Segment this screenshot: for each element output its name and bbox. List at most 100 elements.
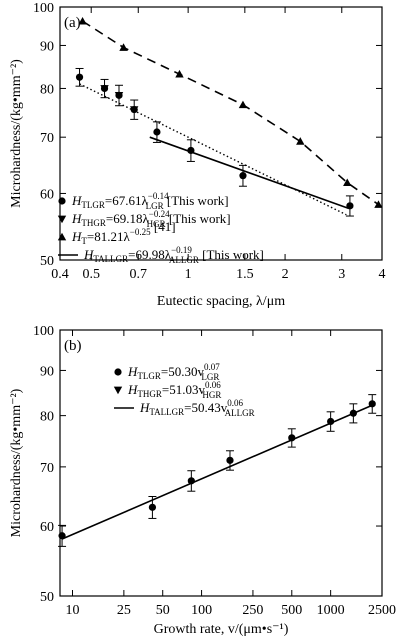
fit-line-dotted [79,83,347,216]
legend-label-sub2: ALLGR [225,408,255,418]
legend-label-main: H [127,364,138,379]
x-tick-label: 500 [281,603,302,618]
y-tick-label: 100 [33,1,54,16]
x-axis-title: Eutectic spacing, λ/μm [157,294,285,309]
x-tick-label: 3 [338,267,345,282]
panel-label: (a) [64,15,81,31]
legend-label-sub2: HGR [147,219,166,229]
x-tick-label: 250 [242,603,263,618]
legend-label-sub2: LGR [146,201,164,211]
legend-label-sub: TLGR [81,200,105,210]
x-tick-label: 1000 [317,603,345,618]
data-point-circle [239,172,247,180]
legend-label-main: H [139,400,150,415]
legend-label: HTALLGR=69.98λ−0.19 ALLGR [This work] [83,245,264,265]
data-point-triangle-down [100,85,109,93]
legend-entry: HTLGR=67.61λ−0.14 LGR [This work] [58,191,229,211]
fit-line-solid [149,136,349,210]
x-tick-label: 0.7 [130,267,148,282]
legend-label-tail: [This work] [164,193,229,208]
legend-label-sub2: LGR [201,372,219,382]
legend-marker-circle [114,368,122,376]
data-point-circle [349,409,357,417]
plot-frame [59,329,383,597]
legend-label-main: H [127,382,138,397]
legend-entry: HTHGR=69.18λ−0.24 HGR [This work] [57,209,231,229]
y-tick-label: 70 [40,131,54,146]
legend-marker-circle [58,197,66,205]
legend-label-mid: =69.18λ [106,211,150,226]
legend-label-tail: [This work] [166,211,231,226]
y-tick-label: 80 [40,82,54,97]
legend-label-sup: −0.25 [130,227,151,237]
data-point-triangle-down [130,106,139,114]
legend-label-main: H [71,229,82,244]
fit-line-solid [61,404,373,540]
legend-label-sup: 0.06 [205,380,221,390]
data-point-triangle-up [374,200,383,208]
y-tick-label: 60 [40,520,54,535]
data-point-circle [368,400,376,408]
legend-label-mid: =50.43v [184,400,228,415]
legend-label-sub: THGR [81,218,106,228]
legend-label-mid: =50.30v [161,364,205,379]
data-point-triangle-down [114,91,124,100]
legend-label-mid: =67.61λ [105,193,149,208]
legend-label: HTALLGR=50.43v0.06 ALLGR [139,398,255,418]
legend-label-sub2: ALLGR [169,255,199,265]
x-tick-label: 0.5 [82,267,100,282]
legend-label-sub: TALLGR [93,254,128,264]
y-axis-title: Microhardness/(kg•mm⁻²) [9,59,24,208]
legend-label-tail: [This work] [199,247,264,262]
y-tick-label: 90 [40,39,54,54]
data-point-triangle-up [343,178,352,187]
legend-label: HTHGR=51.03v0.06 HGR [127,380,221,400]
series-line-dashed [82,20,379,206]
x-tick-label: 10 [66,603,80,618]
x-tick-label: 2500 [368,603,396,618]
panel-label: (b) [64,338,82,354]
legend-label: HTLGR=50.30v0.07 LGR [127,362,220,382]
legend-label-main: H [83,247,94,262]
legend-label-sub: T [81,236,87,246]
y-tick-label: 60 [40,187,54,202]
legend-label-tail: [41] [151,219,176,234]
y-tick-label: 80 [40,410,54,425]
chart-panel-a: 0.4 0.5 0.7 1 1.5 2 3 4 50 60 70 80 90 100 Eutectic sp… [9,1,386,309]
y-axis-title: Microhardness/(kg•mm⁻²) [9,388,24,537]
legend-label-sup: −0.19 [171,245,192,255]
y-tick-label: 50 [40,590,54,605]
legend-entry: HTALLGR=50.43v0.06 ALLGR [114,398,255,418]
legend-label-sub: THGR [137,389,162,399]
legend-label-mid: =81.21λ [87,229,131,244]
legend-marker-triangle-up [57,232,67,241]
x-tick-label: 4 [379,267,386,282]
data-point-circle [75,73,84,81]
plot-frame [59,6,383,261]
legend-label-sup: −0.14 [148,191,169,201]
x-tick-label: 50 [156,603,170,618]
data-point-circle [153,128,161,136]
legend-entry: HTLGR=50.30v0.07 LGR [114,362,220,382]
data-point-circle [58,532,66,540]
data-point-triangle-up [296,137,305,145]
data-point-circle [346,202,354,210]
data-point-circle [288,434,296,442]
data-point-circle [148,503,157,511]
data-point-circle [327,417,335,426]
x-tick-label: 0.4 [51,267,69,282]
legend-label-mid: =69.98λ [128,247,172,262]
legend-label: HTHGR=69.18λ−0.24 HGR [This work] [71,209,231,229]
data-point-triangle-up [238,100,248,109]
x-tick-label: 25 [117,603,131,618]
legend-label-sup: 0.07 [204,362,220,372]
legend-entry: HTHGR=51.03v0.06 HGR [113,380,221,400]
legend-label-sub: TLGR [137,371,161,381]
x-axis-title: Growth rate, v/(μm•s⁻¹) [154,622,289,637]
legend-label-main: H [71,211,82,226]
y-tick-label: 100 [33,324,54,339]
legend-label: HT=81.21λ−0.25 [41] [71,219,176,246]
y-tick-label: 70 [40,461,54,476]
x-tick-label: 2 [282,267,289,282]
